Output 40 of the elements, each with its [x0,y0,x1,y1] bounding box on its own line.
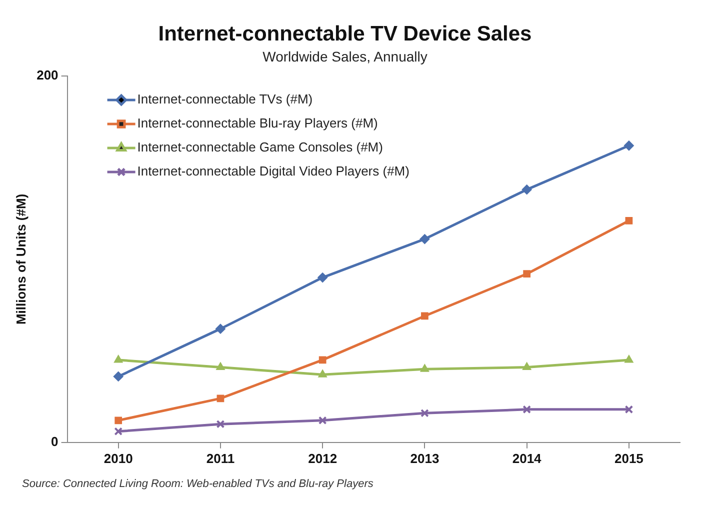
point [420,234,430,244]
point [216,394,224,402]
point [318,416,327,425]
point [113,371,124,382]
source-note: Source: Connected Living Room: Web-enabled TVs and Blu-ray Players [22,478,374,490]
point [624,354,634,363]
x-tick-label: 2013 [410,450,440,466]
point [318,356,326,364]
point [421,312,428,320]
chart-title: Internet-connectable TV Device Sales [158,22,532,46]
y-axis-title: Millions of Units (#M) [13,194,28,325]
point [624,405,634,414]
point [114,427,123,436]
legend-label: Internet-connectable TVs (#M) [137,92,313,107]
point [522,362,532,370]
legend-label: Internet-connectable Digital Video Players (#M) [137,164,410,179]
point [114,354,123,363]
point [216,420,225,428]
x-tick-label: 2012 [308,450,338,466]
point [625,217,633,224]
x-tick-label: 2014 [512,450,542,466]
legend-label: Internet-connectable Blu-ray Players (#M) [137,116,378,131]
point [522,405,532,414]
chart-subtitle: Worldwide Sales, Annually [262,48,428,64]
point [522,184,532,195]
x-tick-label: 2015 [614,450,644,466]
point [318,370,327,378]
legend-label: Internet-connectable Game Consoles (#M) [137,140,383,155]
point [318,272,328,283]
point [420,364,430,372]
point [215,324,226,334]
y-tick-label: 0 [51,434,58,449]
point [216,362,225,370]
x-tick-label: 2010 [104,450,133,466]
point [624,140,634,151]
point [420,408,429,418]
point [523,270,531,278]
point [114,416,122,424]
x-tick-label: 2011 [206,450,235,466]
y-tick-label: 200 [36,68,58,83]
